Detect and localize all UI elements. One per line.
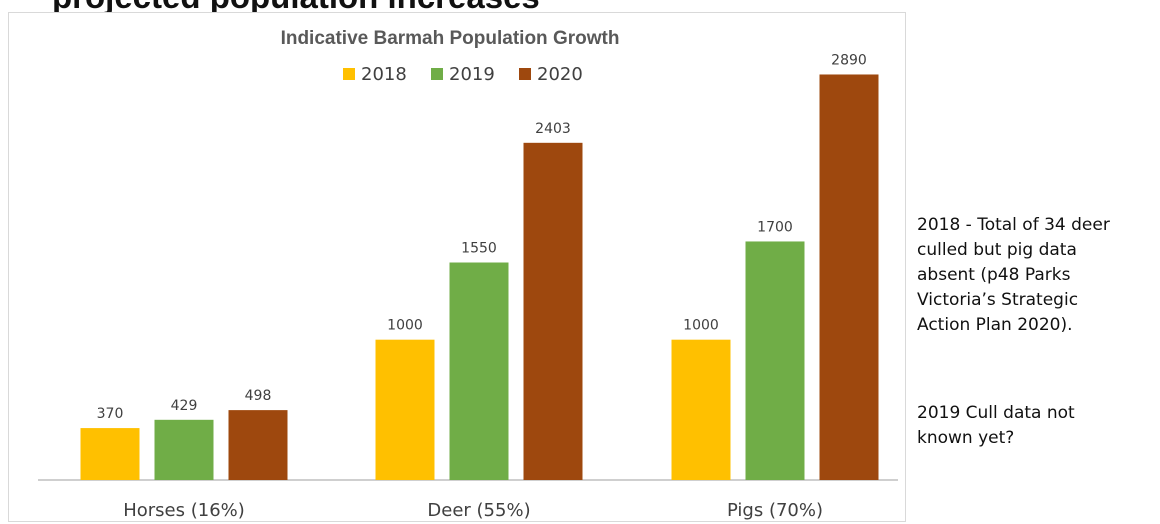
data-label: 1000 xyxy=(387,318,423,334)
data-label: 498 xyxy=(245,388,272,404)
chart-title: Indicative Barmah Population Growth xyxy=(281,28,620,49)
annotation-note-cull-2018: 2018 - Total of 34 deer culled but pig d… xyxy=(917,213,1157,338)
bar-2019-0 xyxy=(154,419,214,480)
bar-2018-0 xyxy=(80,428,140,480)
data-label: 2403 xyxy=(535,121,571,137)
bar-2018-2 xyxy=(671,339,731,480)
note-line: Victoria’s Strategic xyxy=(917,290,1079,310)
chart-data-labels: 370 429 498 1000 1550 2403 1000 1700 2890 xyxy=(97,52,867,422)
legend-label: 2019 xyxy=(449,64,495,85)
data-label: 1000 xyxy=(683,318,719,334)
data-label: 1550 xyxy=(461,241,497,257)
chart-bars xyxy=(80,74,879,480)
legend-swatch xyxy=(519,68,531,80)
data-label: 2890 xyxy=(831,52,867,68)
legend-swatch xyxy=(431,68,443,80)
note-line: Action Plan 2020). xyxy=(917,315,1073,335)
bar-chart: Indicative Barmah Population Growth 2018… xyxy=(38,28,898,521)
bar-2018-1 xyxy=(375,339,435,480)
x-tick-label: Deer (55%) xyxy=(427,500,530,521)
page-heading: projected population increases xyxy=(52,0,540,15)
note-line: known yet? xyxy=(917,428,1015,448)
note-line: 2018 - Total of 34 deer xyxy=(917,215,1110,235)
bar-2020-0 xyxy=(228,410,288,480)
legend-label: 2018 xyxy=(361,64,407,85)
bar-2020-1 xyxy=(523,142,583,480)
x-tick-label: Horses (16%) xyxy=(123,500,245,521)
annotation-note-cull-2019: 2019 Cull data not known yet? xyxy=(917,401,1157,451)
note-line: culled but pig data xyxy=(917,240,1077,260)
legend-swatch xyxy=(343,68,355,80)
chart-x-tick-labels: Horses (16%) Deer (55%) Pigs (70%) xyxy=(123,500,823,521)
chart-legend: 2018 2019 2020 xyxy=(343,64,583,85)
bar-2019-2 xyxy=(745,241,805,480)
x-tick-label: Pigs (70%) xyxy=(727,500,823,521)
data-label: 370 xyxy=(97,406,124,422)
note-line: absent (p48 Parks xyxy=(917,265,1071,285)
data-label: 1700 xyxy=(757,219,793,235)
bar-2019-1 xyxy=(449,262,509,480)
bar-2020-2 xyxy=(819,74,879,480)
legend-label: 2020 xyxy=(537,64,583,85)
note-line: 2019 Cull data not xyxy=(917,403,1075,423)
data-label: 429 xyxy=(171,398,198,414)
